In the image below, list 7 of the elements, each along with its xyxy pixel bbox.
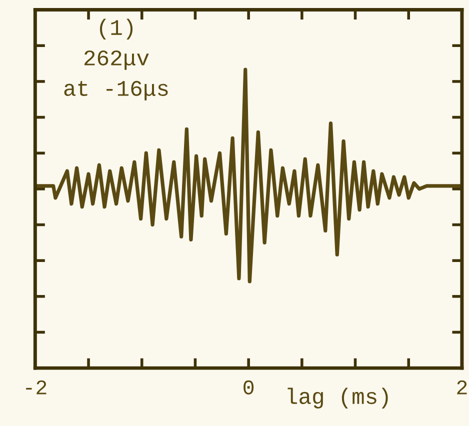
x-axis-title: lag (ms) — [288, 388, 388, 408]
x-tick-label: -2 — [26, 380, 46, 394]
annotation: 262μv — [84, 50, 149, 70]
x-tick-label: 2 — [457, 380, 467, 394]
annotation: at -16μs — [64, 80, 168, 100]
text: (1) — [100, 18, 133, 40]
x-tick-label: 0 — [244, 380, 254, 394]
